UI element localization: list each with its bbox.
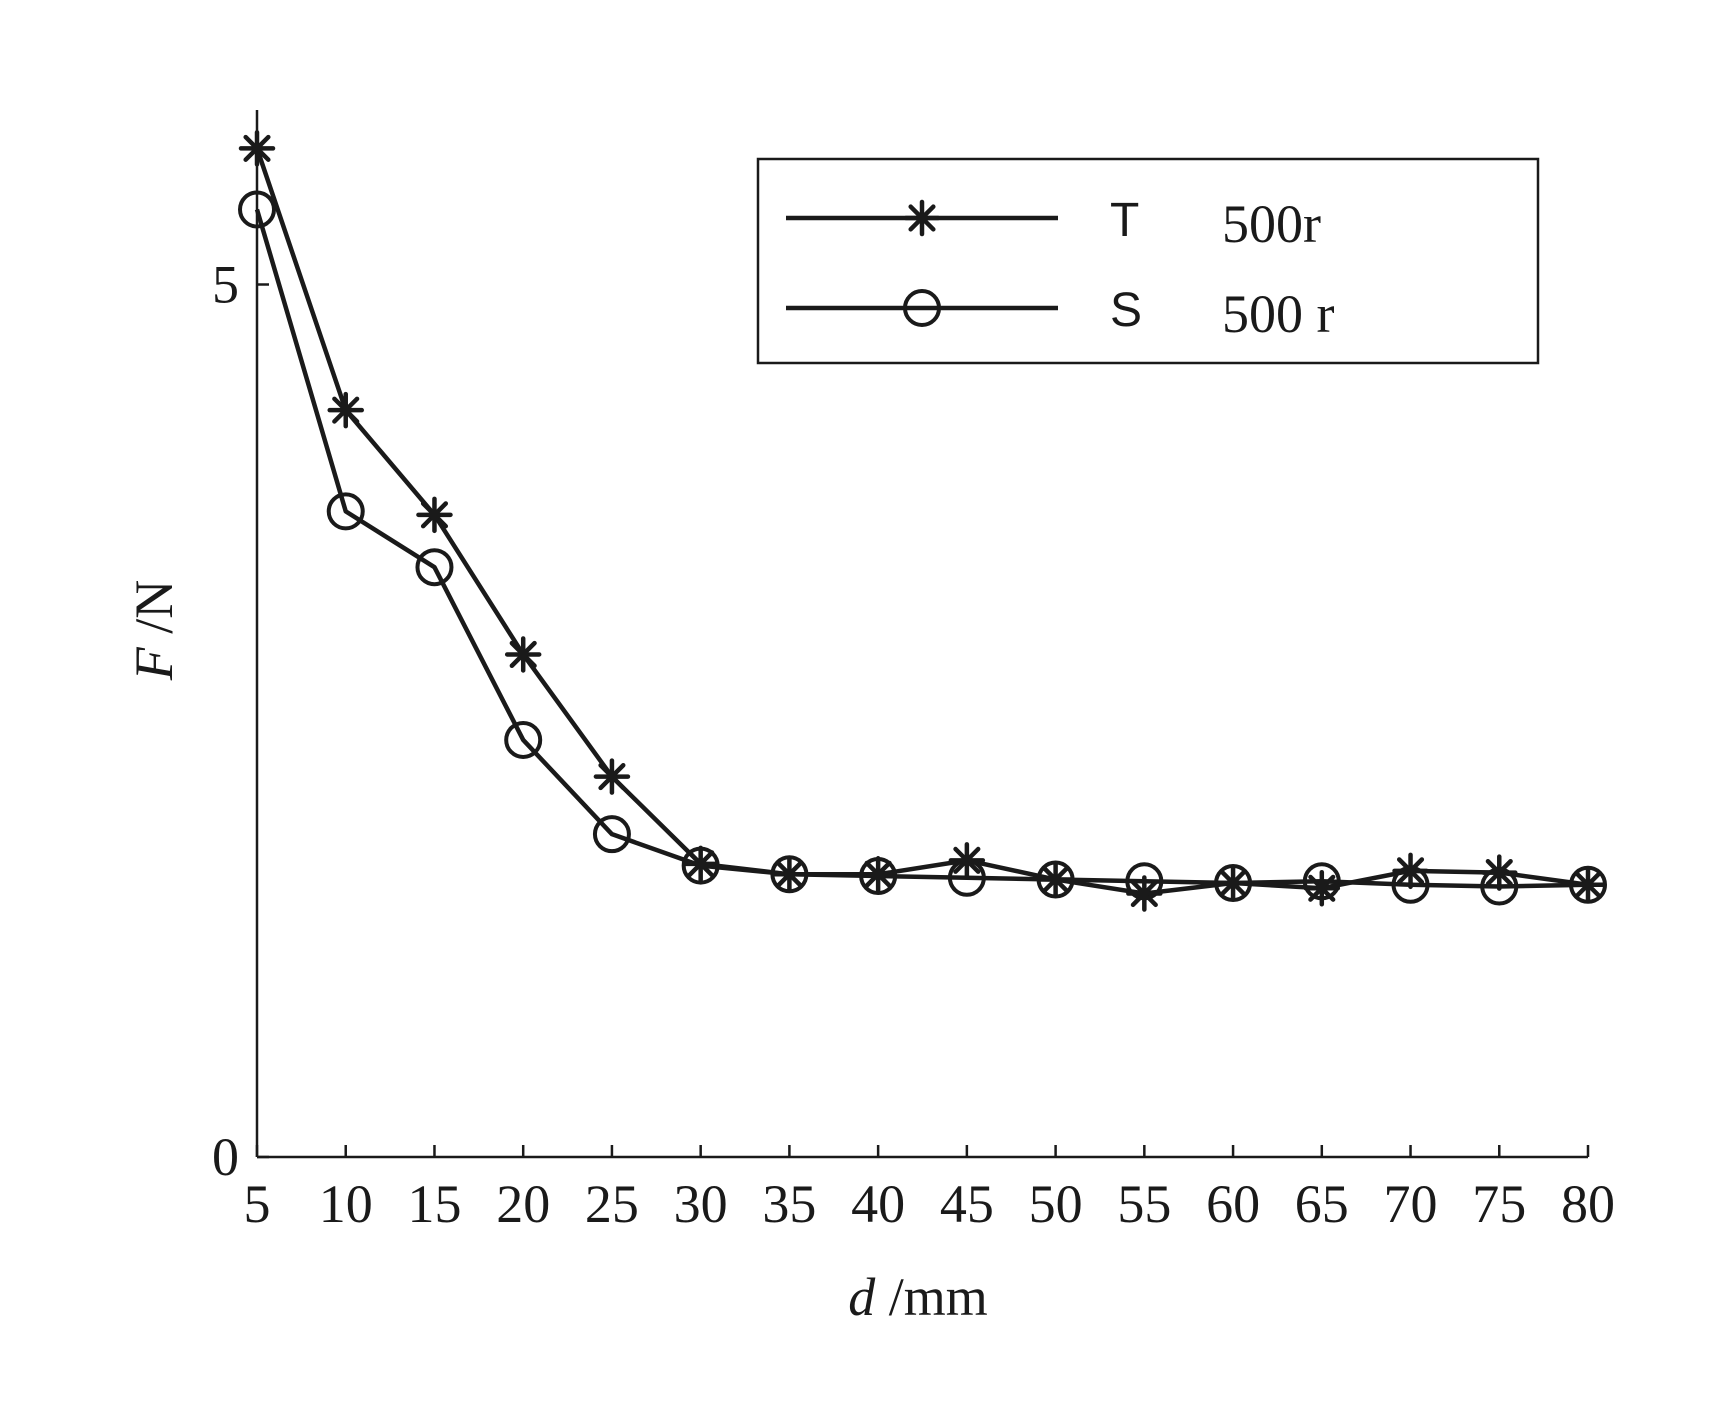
asterisk-marker bbox=[504, 636, 542, 673]
x-tick-label: 35 bbox=[762, 1174, 816, 1234]
legend-label-t: T bbox=[1110, 194, 1139, 247]
circle-marker bbox=[681, 846, 720, 885]
x-tick-label: 45 bbox=[940, 1174, 994, 1234]
circle-marker bbox=[1480, 867, 1519, 906]
y-tick-label: 0 bbox=[212, 1127, 239, 1187]
x-axis-unit: /mm bbox=[875, 1267, 988, 1327]
x-tick-label: 75 bbox=[1472, 1174, 1526, 1234]
circle-marker bbox=[592, 815, 631, 854]
legend-box bbox=[756, 157, 1540, 365]
legend: T 500r S 500 r bbox=[756, 157, 1540, 365]
circle-marker bbox=[859, 857, 898, 896]
x-tick-label: 5 bbox=[244, 1174, 271, 1234]
x-tick-label: 10 bbox=[319, 1174, 373, 1234]
x-tick-label: 20 bbox=[496, 1174, 550, 1234]
y-axis-variable: F bbox=[124, 646, 184, 681]
circle-marker bbox=[1569, 865, 1607, 904]
y-axis-unit: /N bbox=[124, 580, 184, 648]
legend-asterisk-marker bbox=[903, 199, 941, 237]
asterisk-marker bbox=[903, 199, 941, 237]
asterisk-marker bbox=[238, 130, 276, 167]
series-line-t bbox=[254, 147, 1589, 896]
x-tick-label: 30 bbox=[674, 1174, 728, 1234]
circle-marker bbox=[1391, 865, 1430, 904]
circle-marker bbox=[415, 548, 454, 587]
x-axis-variable: d bbox=[848, 1267, 876, 1327]
x-tick-label: 40 bbox=[851, 1174, 905, 1234]
y-tick-label: 5 bbox=[212, 255, 239, 315]
circle-marker bbox=[504, 720, 543, 759]
legend-label-s: S bbox=[1110, 284, 1142, 337]
legend-circle-marker bbox=[903, 289, 941, 327]
x-tick-label: 60 bbox=[1206, 1174, 1260, 1234]
x-tick-label: 70 bbox=[1384, 1174, 1438, 1234]
circle-marker bbox=[238, 190, 276, 229]
series-layer bbox=[238, 130, 1607, 912]
circle-marker bbox=[1302, 862, 1341, 901]
asterisk-marker bbox=[327, 391, 364, 429]
x-tick-label: 55 bbox=[1117, 1174, 1171, 1234]
series-s bbox=[238, 190, 1607, 906]
x-tick-label: 65 bbox=[1295, 1174, 1349, 1234]
circle-marker bbox=[1125, 862, 1164, 901]
asterisk-marker bbox=[593, 758, 631, 795]
circle-marker bbox=[326, 492, 365, 531]
x-axis-label: d /mm bbox=[848, 1267, 988, 1327]
circle-marker bbox=[1214, 864, 1253, 903]
circle-marker bbox=[947, 858, 986, 897]
x-tick-label: 15 bbox=[407, 1174, 461, 1234]
circle-marker bbox=[1036, 860, 1075, 899]
asterisk-marker bbox=[416, 496, 453, 534]
y-axis-label: F /N bbox=[124, 580, 184, 682]
legend-entry-t: T 500r bbox=[786, 194, 1321, 254]
series-line-s bbox=[254, 208, 1589, 889]
circle-marker bbox=[770, 855, 809, 894]
x-tick-label: 50 bbox=[1029, 1174, 1083, 1234]
circle-marker bbox=[903, 289, 941, 327]
legend-entry-s: S 500 r bbox=[786, 284, 1335, 344]
x-tick-label: 25 bbox=[585, 1174, 639, 1234]
legend-suffix-t: 500r bbox=[1222, 194, 1321, 254]
x-tick-label: 80 bbox=[1561, 1174, 1615, 1234]
legend-suffix-s: 500 r bbox=[1222, 284, 1335, 344]
